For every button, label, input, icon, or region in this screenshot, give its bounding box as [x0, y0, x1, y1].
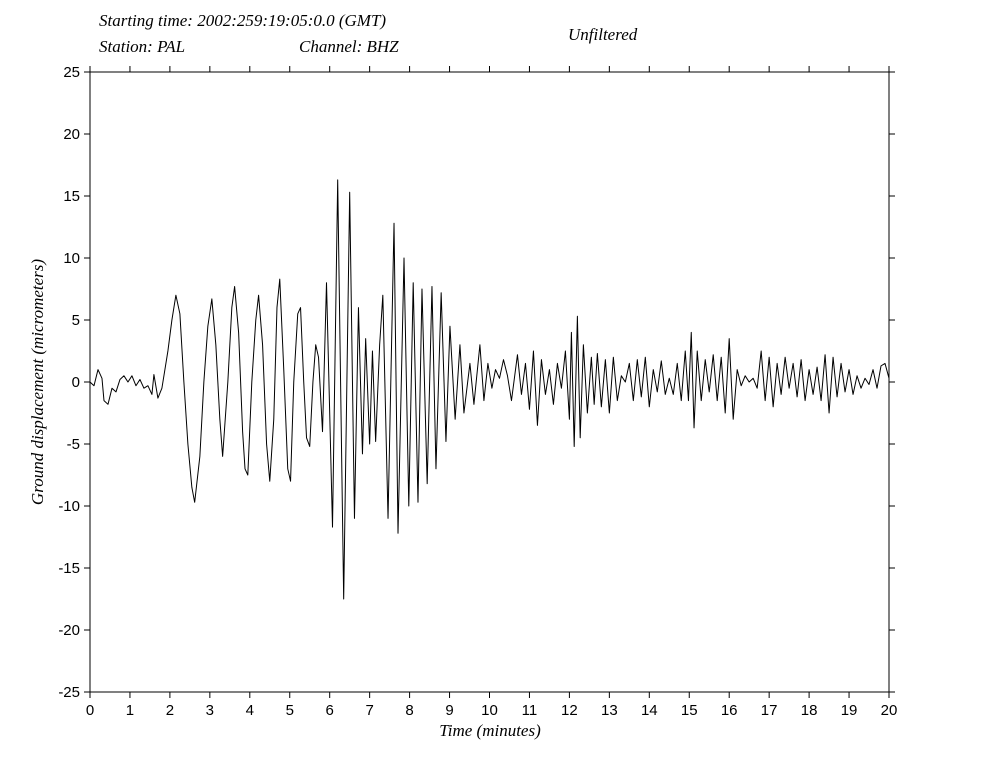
y-tick-label: 5: [72, 312, 80, 329]
y-tick-label: 10: [63, 250, 80, 267]
x-tick-label: 9: [445, 702, 453, 719]
x-tick-label: 11: [522, 702, 538, 719]
y-tick-label: 0: [72, 374, 80, 391]
x-tick-label: 17: [761, 702, 778, 719]
x-tick-label: 0: [86, 702, 94, 719]
x-tick-label: 6: [326, 702, 334, 719]
y-tick-label: -20: [58, 622, 80, 639]
y-tick-label: -10: [58, 498, 80, 515]
x-tick-label: 18: [801, 702, 818, 719]
x-tick-label: 20: [881, 702, 898, 719]
x-tick-label: 14: [641, 702, 658, 719]
y-axis-label: Ground displacement (micrometers): [28, 259, 47, 505]
y-tick-label: -5: [67, 436, 80, 453]
y-tick-label: 15: [63, 188, 80, 205]
x-tick-label: 1: [126, 702, 134, 719]
x-axis-label: Time (minutes): [439, 721, 541, 740]
trace: [89, 179, 890, 600]
plot-frame: [89, 71, 890, 693]
x-tick-label: 12: [561, 702, 578, 719]
x-tick-label: 15: [681, 702, 698, 719]
starting-time: Starting time: 2002:259:19:05:0.0 (GMT): [99, 11, 386, 30]
y-tick-label: 25: [63, 64, 80, 81]
x-tick-label: 8: [405, 702, 413, 719]
x-tick-label: 19: [841, 702, 858, 719]
x-tick-label: 3: [206, 702, 214, 719]
x-tick-label: 2: [166, 702, 174, 719]
subtitle: Unfiltered: [568, 25, 638, 44]
y-tick-label: -25: [58, 684, 80, 701]
x-tick-label: 7: [365, 702, 373, 719]
x-tick-label: 10: [481, 702, 498, 719]
y-tick-label: 20: [63, 126, 80, 143]
y-tick-label: -15: [58, 560, 80, 577]
channel: Channel: BHZ: [299, 37, 399, 56]
x-tick-label: 16: [721, 702, 738, 719]
x-tick-label: 13: [601, 702, 618, 719]
x-tick-label: 4: [246, 702, 254, 719]
station: Station: PAL: [99, 37, 185, 56]
x-tick-label: 5: [286, 702, 294, 719]
